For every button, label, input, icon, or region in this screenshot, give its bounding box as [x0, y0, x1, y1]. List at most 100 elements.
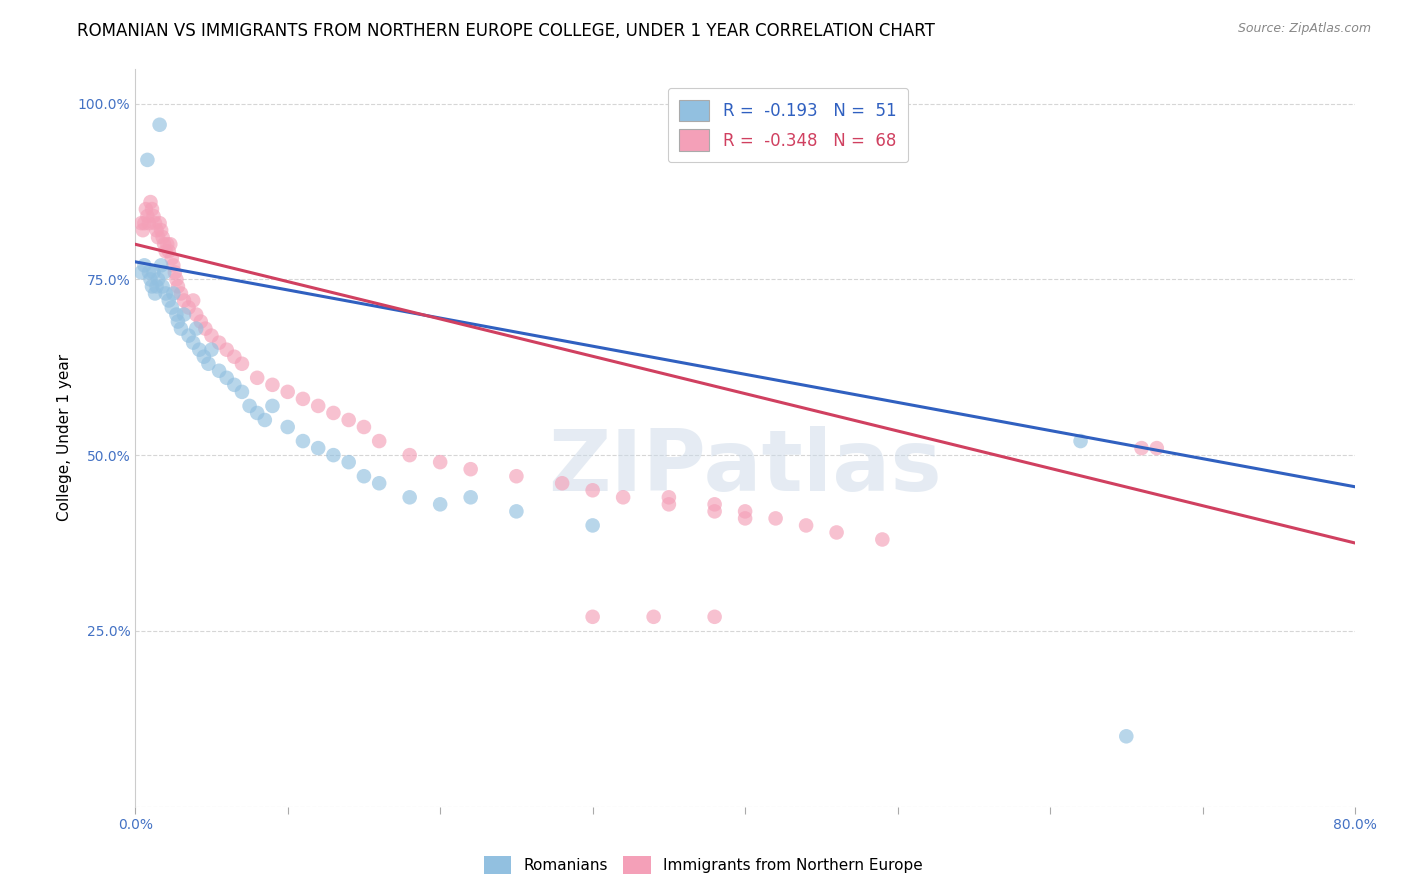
Point [156, 237, 179, 252]
Point [322, 406, 344, 420]
Point [162, 258, 184, 272]
Point [658, 491, 681, 505]
Point [460, 491, 482, 505]
Point [160, 252, 183, 266]
Point [246, 371, 269, 385]
Point [1146, 441, 1168, 455]
Legend: Romanians, Immigrants from Northern Europe: Romanians, Immigrants from Northern Euro… [478, 850, 928, 880]
Point [703, 504, 725, 518]
Point [224, 350, 246, 364]
Point [337, 455, 360, 469]
Point [368, 476, 391, 491]
Point [193, 350, 215, 364]
Text: ZIPatlas: ZIPatlas [548, 425, 942, 508]
Point [170, 321, 193, 335]
Point [825, 525, 848, 540]
Point [139, 195, 162, 210]
Point [155, 244, 177, 259]
Point [368, 434, 391, 448]
Point [253, 413, 276, 427]
Point [612, 491, 634, 505]
Point [429, 497, 451, 511]
Point [582, 609, 605, 624]
Point [429, 455, 451, 469]
Point [1130, 441, 1153, 455]
Y-axis label: College, Under 1 year: College, Under 1 year [58, 354, 72, 521]
Text: ROMANIAN VS IMMIGRANTS FROM NORTHERN EUROPE COLLEGE, UNDER 1 YEAR CORRELATION CH: ROMANIAN VS IMMIGRANTS FROM NORTHERN EUR… [77, 22, 935, 40]
Point [703, 609, 725, 624]
Point [734, 504, 756, 518]
Point [131, 265, 153, 279]
Point [794, 518, 817, 533]
Point [224, 377, 246, 392]
Point [145, 223, 167, 237]
Point [291, 434, 314, 448]
Point [135, 202, 157, 216]
Point [143, 286, 166, 301]
Point [307, 399, 329, 413]
Legend: R =  -0.193   N =  51, R =  -0.348   N =  68: R = -0.193 N = 51, R = -0.348 N = 68 [668, 88, 908, 162]
Point [703, 497, 725, 511]
Point [734, 511, 756, 525]
Point [146, 272, 169, 286]
Point [173, 308, 195, 322]
Point [231, 357, 253, 371]
Point [200, 328, 222, 343]
Point [262, 399, 284, 413]
Point [134, 216, 156, 230]
Point [150, 258, 173, 272]
Point [353, 420, 375, 434]
Point [353, 469, 375, 483]
Point [149, 216, 172, 230]
Point [152, 279, 174, 293]
Point [186, 321, 208, 335]
Point [157, 244, 180, 259]
Point [143, 216, 166, 230]
Point [337, 413, 360, 427]
Point [146, 230, 169, 244]
Point [239, 399, 262, 413]
Point [200, 343, 222, 357]
Point [159, 237, 181, 252]
Text: Source: ZipAtlas.com: Source: ZipAtlas.com [1237, 22, 1371, 36]
Point [136, 153, 159, 167]
Point [194, 321, 217, 335]
Point [188, 343, 211, 357]
Point [153, 237, 176, 252]
Point [186, 308, 208, 322]
Point [460, 462, 482, 476]
Point [1070, 434, 1092, 448]
Point [132, 223, 155, 237]
Point [149, 118, 172, 132]
Point [165, 308, 187, 322]
Point [181, 335, 204, 350]
Point [1115, 729, 1137, 743]
Point [551, 476, 574, 491]
Point [765, 511, 787, 525]
Point [141, 202, 163, 216]
Point [582, 483, 605, 498]
Point [162, 286, 184, 301]
Point [208, 364, 231, 378]
Point [658, 497, 681, 511]
Point [643, 609, 665, 624]
Point [215, 343, 238, 357]
Point [160, 301, 183, 315]
Point [177, 328, 200, 343]
Point [322, 448, 344, 462]
Point [231, 384, 253, 399]
Point [165, 272, 187, 286]
Point [582, 518, 605, 533]
Point [150, 223, 173, 237]
Point [155, 286, 177, 301]
Point [197, 357, 219, 371]
Point [167, 315, 190, 329]
Point [277, 384, 299, 399]
Point [208, 335, 231, 350]
Point [131, 216, 153, 230]
Point [872, 533, 894, 547]
Point [141, 279, 163, 293]
Point [215, 371, 238, 385]
Point [163, 265, 186, 279]
Point [136, 209, 159, 223]
